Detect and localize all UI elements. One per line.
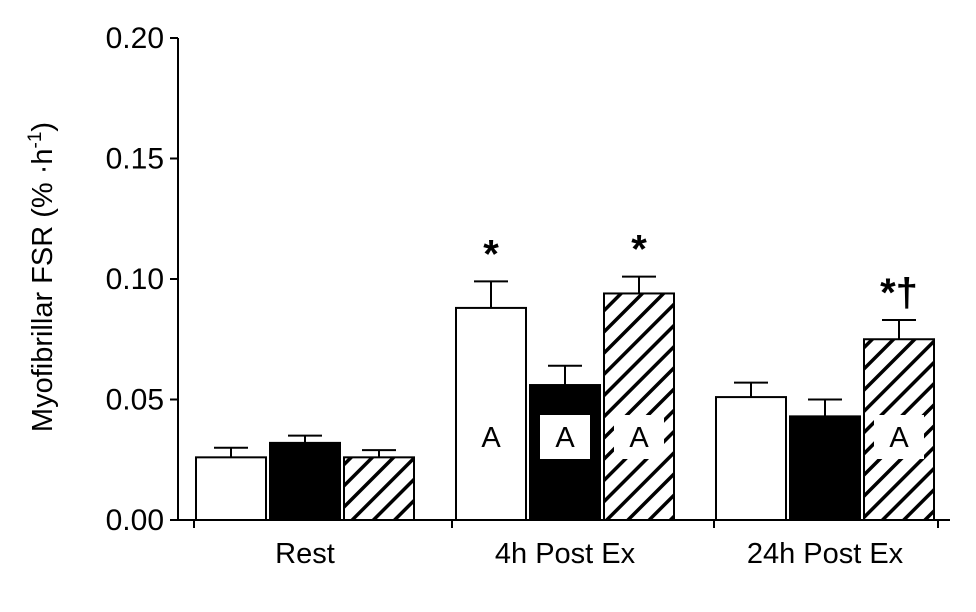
y-tick-label: 0.15 [106,143,164,176]
bar-label: A [555,422,575,454]
bars [195,275,935,522]
bar-label: A [629,422,649,454]
significance-annotation: * [483,232,499,276]
bar-label-box [874,415,924,459]
y-axis-title-close: ) [27,122,59,132]
bar-white [195,456,267,521]
bar-label-box [466,415,516,459]
x-category-label: 4h Post Ex [495,538,636,570]
bar-label-box [614,415,664,459]
bar-hatched [343,456,415,521]
bar-label: A [481,422,501,454]
bar-white [455,306,527,522]
axes: 0.00 0.05 0.10 0.15 0.20 Rest 4h Post Ex 24h Po… [25,22,950,570]
y-axis-title: Myofibrillar FSR (% ·h-1) [25,122,59,432]
y-tick-label: 0.05 [106,384,164,417]
bar-label: A [889,422,909,454]
bar-white [715,396,787,521]
bar-black [789,415,861,521]
significance-annotation: * [631,228,647,272]
bar-hatched [603,292,675,521]
x-category-label: 24h Post Ex [747,538,904,570]
y-axis-title-superscript: -1 [25,132,46,149]
significance-annotation: *† [880,271,918,315]
y-tick-label: 0.00 [106,504,164,537]
labels: A A A A * * *† [466,228,924,459]
x-category-label: Rest [275,538,335,570]
y-tick-label: 0.10 [106,263,164,296]
bar-label-box [540,415,590,459]
y-axis-title-main: Myofibrillar FSR (% ·h [27,148,59,432]
bar-black [269,441,341,522]
y-tick-label: 0.20 [106,22,164,55]
